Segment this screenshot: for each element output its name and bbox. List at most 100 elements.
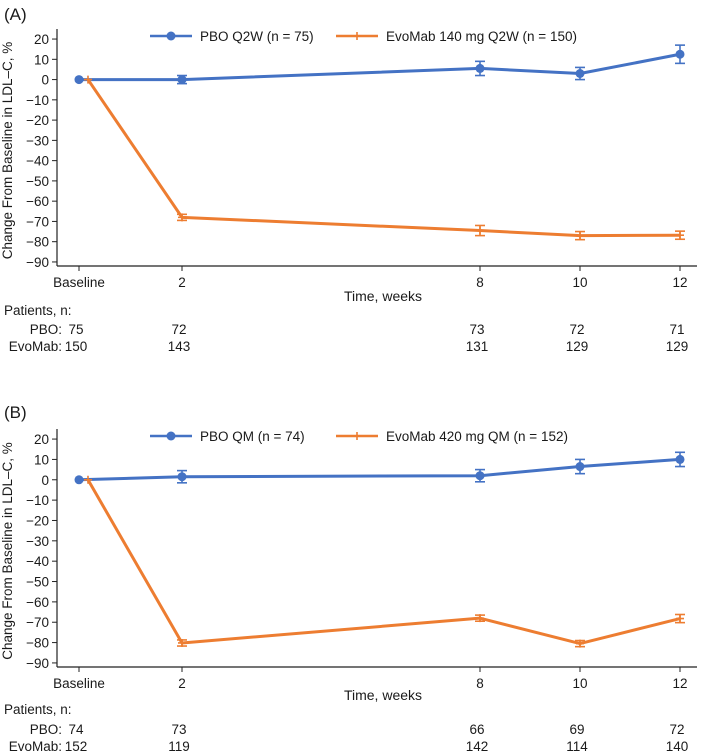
y-tick-label: 0 [41,73,49,88]
x-axis-label: Time, weeks [344,687,422,703]
patients-count: 74 [68,722,84,737]
data-point [177,75,187,85]
data-point [475,63,485,73]
y-tick-label: −10 [26,93,49,108]
patients-count: 73 [171,722,186,737]
data-point [476,614,484,623]
series-pbo [74,44,685,85]
y-tick-label: −90 [26,656,49,671]
x-tick-label: 2 [178,676,186,691]
series-line [86,78,681,238]
patients-row-label: PBO: [30,722,62,737]
y-tick-label: −20 [26,113,49,128]
y-tick-label: −40 [26,154,49,169]
series-pbo [74,451,685,485]
data-point [675,49,685,59]
y-tick-label: −80 [26,235,49,250]
y-tick-label: −30 [26,534,49,549]
legend-label: EvoMab 420 mg QM (n = 152) [386,429,568,444]
legend-marker [166,431,176,441]
y-tick-label: 20 [34,432,49,447]
x-tick-label: 8 [476,275,484,290]
y-tick-label: −70 [26,214,49,229]
patients-row-label: PBO: [30,322,62,337]
patients-count: 71 [669,322,684,337]
y-tick-label: 10 [34,52,49,67]
y-tick-label: −30 [26,133,49,148]
data-point [575,69,585,78]
patients-row-label: EvoMab: [9,739,62,754]
patients-count: 72 [569,322,584,337]
patients-count: 75 [68,322,83,337]
y-tick-label: −60 [26,194,49,209]
patients-count: 129 [566,339,589,354]
y-tick-label: 0 [41,473,49,488]
panel-a: (A) 20 10 0 −10 −20 −30 −40 −50 −60 −70 −80 −90 Basel… [0,5,697,354]
y-tick-label: 20 [34,32,49,47]
legend-item: PBO Q2W (n = 75) [150,29,314,44]
data-point [575,462,585,472]
y-axis-label: Change From Baseline in LDL–C, % [0,442,15,660]
legend-item: PBO QM (n = 74) [150,429,305,444]
patients-row-label: EvoMab: [9,339,62,354]
y-tick-label: −40 [26,554,49,569]
data-point [576,639,584,648]
y-tick-label: −60 [26,595,49,610]
series-evomab [84,75,685,241]
patients-count: 152 [65,739,88,754]
series-line [86,479,681,646]
data-point [475,471,485,481]
patients-count: 131 [466,339,489,354]
x-axis-label: Time, weeks [344,288,422,304]
panel-b: (B) 20 10 0 −10 −20 −30 −40 −50 −60 −70 −80 −90 Basel… [0,403,697,754]
x-tick-label: 2 [178,275,186,290]
data-point [74,75,84,85]
legend-item: EvoMab 420 mg QM (n = 152) [336,429,568,444]
x-tick-label: 10 [572,676,587,691]
y-tick-label: −10 [26,493,49,508]
data-point [84,75,92,84]
y-tick-label: 10 [34,452,49,467]
series-line [79,52,681,82]
data-point [84,475,92,484]
legend-label: PBO Q2W (n = 75) [200,29,314,44]
x-tick-label: Baseline [53,676,105,691]
data-point [675,454,685,464]
series-evomab [84,475,685,648]
x-tick-label: 12 [672,676,687,691]
panel-label: (A) [4,5,27,24]
legend-label: EvoMab 140 mg Q2W (n = 150) [386,29,577,44]
x-tick-label: 8 [476,676,484,691]
patients-count: 140 [666,739,689,754]
data-point [178,213,186,222]
legend-label: PBO QM (n = 74) [200,429,305,444]
legend-item: EvoMab 140 mg Q2W (n = 150) [336,29,577,44]
patients-count: 114 [566,739,588,754]
data-point [178,638,186,647]
patients-count: 73 [469,322,484,337]
data-point [576,231,584,240]
patients-heading: Patients, n: [4,702,72,717]
data-point [177,472,187,482]
x-tick-label: 12 [672,275,687,290]
data-point [74,475,84,485]
x-tick-label: 10 [572,275,587,290]
patients-count: 143 [168,339,191,354]
legend-marker [353,432,361,440]
y-tick-label: −90 [26,255,49,270]
panel-label: (B) [4,403,27,422]
data-point [476,226,484,235]
legend-marker [353,32,361,40]
y-tick-label: −50 [26,575,49,590]
patients-count: 69 [569,722,584,737]
patients-count: 129 [666,339,689,354]
y-tick-label: −20 [26,513,49,528]
x-tick-label: Baseline [53,275,105,290]
patients-count: 119 [168,739,190,754]
legend-marker [166,31,176,41]
y-tick-label: −70 [26,615,49,630]
y-tick-label: −80 [26,636,49,651]
patients-heading: Patients, n: [4,303,72,318]
patients-count: 72 [171,322,186,337]
